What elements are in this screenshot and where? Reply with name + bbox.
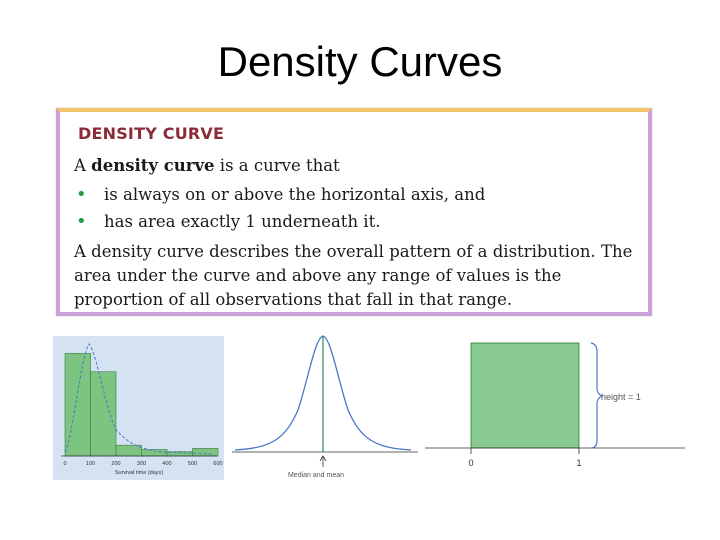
definition-intro: A density curve is a curve that <box>74 156 340 175</box>
histogram-tick-label: 600 <box>213 461 222 467</box>
slide-title: Density Curves <box>217 38 503 85</box>
uniform-figure: 0 1 height = 1 <box>425 336 687 480</box>
histogram-figure: 0 100 200 300 400 500 600 Survival time (days) <box>53 336 224 480</box>
intro-term: density curve <box>91 156 215 175</box>
height-label: height = 1 <box>601 392 641 402</box>
bullet-item: is always on or above the horizontal axi… <box>104 185 486 204</box>
normal-figure: Median and mean <box>230 330 420 480</box>
histogram-tick-label: 500 <box>188 461 197 467</box>
intro-prefix: A <box>74 156 92 175</box>
density-curve <box>64 343 214 455</box>
histogram-svg: 0 100 200 300 400 500 600 Survival time (days) <box>61 343 223 476</box>
arrow-up-icon <box>319 455 327 462</box>
uniform-area <box>470 342 580 449</box>
definition-heading: DENSITY CURVE <box>78 124 225 143</box>
histogram-tick-label: 0 <box>63 461 66 467</box>
histogram-tick-label: 300 <box>137 461 146 467</box>
definition-paragraph: A density curve describes the overall pa… <box>74 242 633 309</box>
tick-label: 0 <box>468 458 473 468</box>
histogram-xlabel: Survival time (days) <box>115 470 163 476</box>
histogram-bars <box>64 353 219 457</box>
bullet-item: has area exactly 1 underneath it. <box>104 212 381 231</box>
histogram-ticks: 0 100 200 300 400 500 600 <box>63 461 222 467</box>
histogram-bar <box>90 371 117 457</box>
intro-suffix: is a curve that <box>214 156 340 175</box>
bullet-icon: • <box>76 211 87 232</box>
brace-icon <box>590 342 604 449</box>
histogram-tick-label: 400 <box>162 461 171 467</box>
uniform-svg: 0 1 height = 1 <box>425 342 685 468</box>
median-mean-label: Median and mean <box>288 472 344 479</box>
histogram-tick-label: 200 <box>111 461 120 467</box>
bullet-icon: • <box>76 184 87 205</box>
tick-label: 1 <box>576 458 581 468</box>
histogram-bar <box>192 448 219 457</box>
histogram-bar <box>64 353 91 457</box>
histogram-tick-label: 100 <box>86 461 95 467</box>
histogram-bar <box>115 444 142 457</box>
definition-box: DENSITY CURVE A density curve is a curve… <box>56 108 652 316</box>
normal-svg: Median and mean <box>232 335 418 479</box>
